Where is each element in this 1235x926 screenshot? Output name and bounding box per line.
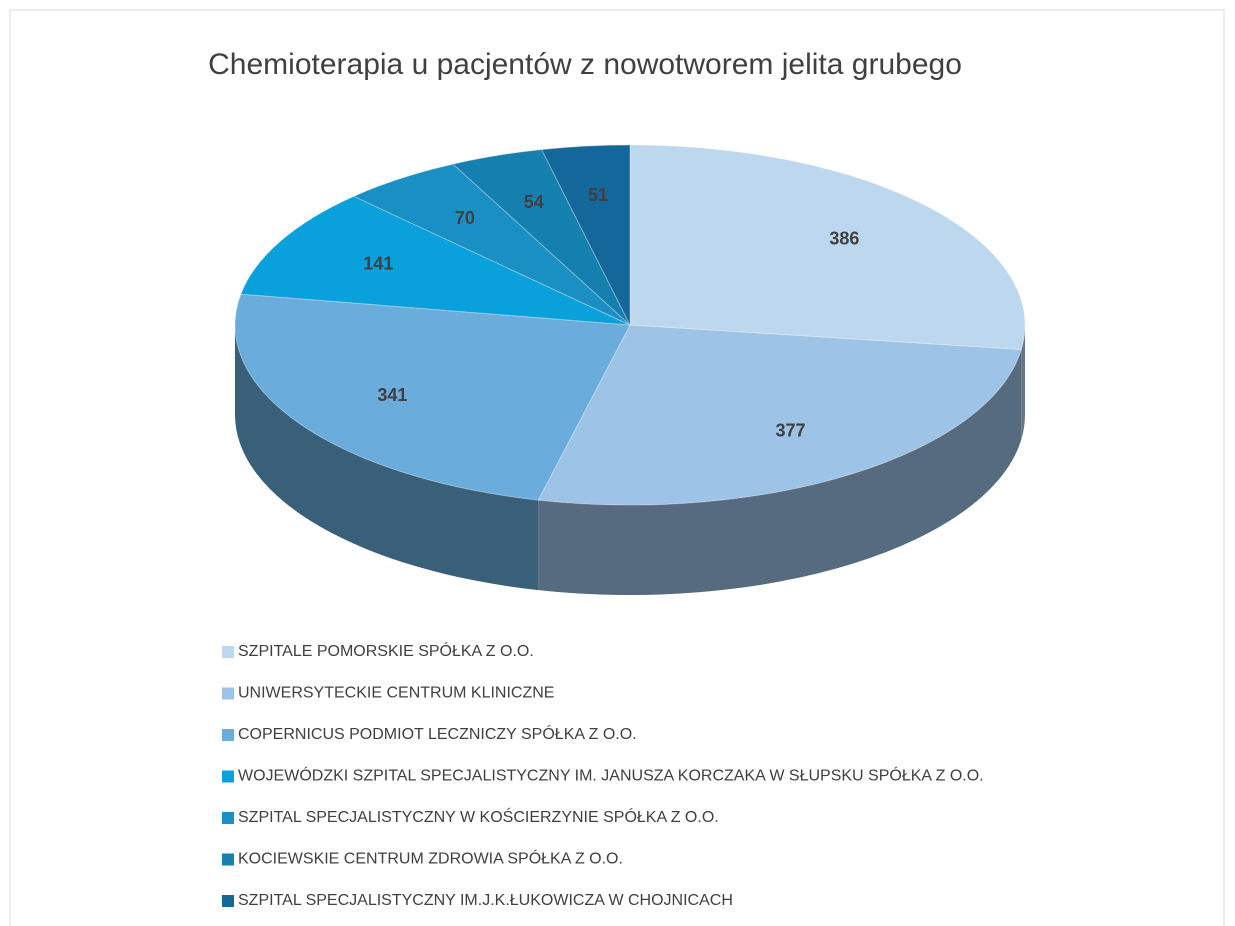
data-label: 70	[455, 208, 475, 228]
slice	[540, 144, 631, 326]
legend-label: WOJEWÓDZKI SZPITAL SPECJALISTYCZNY IM. J…	[238, 766, 984, 785]
data-label: 51	[588, 185, 608, 205]
slice	[451, 149, 631, 326]
slice	[240, 195, 631, 326]
legend-swatch	[222, 853, 234, 866]
legend-label: COPERNICUS PODMIOT LECZNICZY SPÓŁKA Z O.…	[238, 724, 637, 743]
legend-swatch	[222, 687, 234, 700]
legend-label: SZPITAL SPECJALISTYCZNY IM.J.K.ŁUKOWICZA…	[238, 892, 733, 909]
slice-side	[538, 349, 1022, 595]
slice	[629, 144, 1026, 351]
legend-label: SZPITAL SPECJALISTYCZNY W KOŚCIERZYNIE S…	[238, 807, 719, 826]
legend-swatch	[222, 646, 234, 658]
legend-label: KOCIEWSKIE CENTRUM ZDROWIA SPÓŁKA Z O.O.	[238, 849, 623, 868]
legend-swatch	[222, 895, 234, 907]
legend-label: UNIWERSYTECKIE CENTRUM KLINICZNE	[238, 685, 554, 702]
legend-label: SZPITALE POMORSKIE SPÓŁKA Z O.O.	[238, 641, 534, 660]
data-label: 141	[363, 253, 393, 273]
chart-title: Chemioterapia u pacjentów z nowotworem j…	[208, 48, 962, 81]
chart-border	[9, 9, 1225, 926]
slice	[537, 324, 1022, 506]
legend-swatch	[222, 770, 234, 783]
slice-side	[235, 325, 539, 591]
slice-side	[1021, 325, 1025, 440]
data-label: 54	[524, 192, 544, 212]
data-label: 377	[775, 421, 805, 441]
slice	[234, 293, 631, 501]
legend-swatch	[222, 729, 234, 741]
data-label: 386	[829, 229, 859, 249]
data-label: 341	[377, 385, 407, 405]
slice	[352, 163, 631, 326]
legend-swatch	[222, 812, 234, 824]
